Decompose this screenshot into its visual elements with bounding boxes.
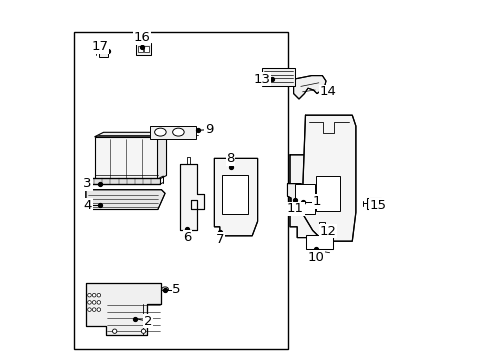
Bar	[369, 201, 374, 206]
Polygon shape	[157, 132, 167, 180]
Polygon shape	[223, 161, 245, 169]
Bar	[319, 222, 324, 230]
Ellipse shape	[172, 128, 184, 136]
Text: 7: 7	[216, 233, 224, 246]
Text: 17: 17	[92, 40, 109, 53]
Circle shape	[97, 293, 100, 297]
Bar	[295, 184, 315, 214]
Text: 8: 8	[226, 152, 235, 165]
Text: 2: 2	[144, 315, 152, 328]
Polygon shape	[180, 164, 204, 230]
Bar	[375, 201, 379, 206]
Circle shape	[141, 329, 146, 333]
Circle shape	[97, 308, 100, 311]
Polygon shape	[294, 76, 326, 99]
Polygon shape	[290, 155, 324, 238]
Circle shape	[113, 329, 117, 333]
Ellipse shape	[162, 287, 169, 291]
Text: 5: 5	[172, 283, 181, 296]
Text: 9: 9	[205, 123, 213, 136]
Polygon shape	[86, 190, 165, 210]
Circle shape	[88, 293, 91, 297]
Bar	[74, 32, 288, 349]
Text: 1: 1	[313, 195, 321, 208]
Bar	[231, 158, 238, 161]
Polygon shape	[302, 115, 356, 241]
Circle shape	[92, 308, 96, 311]
Text: 4: 4	[83, 199, 92, 212]
Text: 13: 13	[253, 73, 270, 86]
Text: 15: 15	[369, 199, 387, 212]
Bar	[136, 43, 151, 55]
Bar	[222, 175, 247, 214]
Text: 12: 12	[319, 225, 336, 238]
Polygon shape	[86, 283, 162, 335]
Circle shape	[88, 301, 91, 304]
Bar	[149, 126, 196, 139]
Bar	[316, 176, 340, 211]
Circle shape	[92, 293, 96, 297]
Polygon shape	[215, 158, 258, 236]
Polygon shape	[86, 178, 160, 184]
Text: 10: 10	[307, 251, 324, 264]
Bar	[368, 198, 381, 209]
Polygon shape	[288, 184, 301, 205]
Circle shape	[92, 301, 96, 304]
Circle shape	[88, 308, 91, 311]
Text: 14: 14	[319, 85, 336, 98]
Bar	[144, 46, 149, 52]
Circle shape	[97, 301, 100, 304]
Text: 6: 6	[183, 231, 192, 244]
Bar	[262, 68, 294, 86]
Polygon shape	[95, 137, 157, 180]
Text: 3: 3	[83, 177, 92, 190]
Bar	[138, 46, 143, 52]
Text: 11: 11	[287, 202, 304, 215]
Polygon shape	[95, 132, 167, 137]
Text: 16: 16	[134, 31, 151, 44]
Bar	[99, 50, 108, 57]
Bar	[306, 235, 333, 249]
Ellipse shape	[155, 128, 166, 136]
